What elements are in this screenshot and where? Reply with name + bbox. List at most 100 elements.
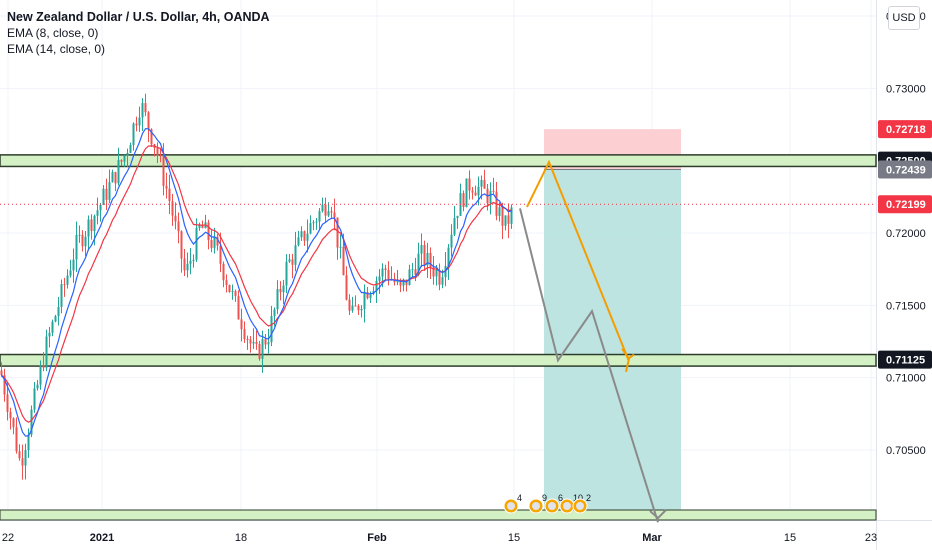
candle-body: [93, 215, 96, 232]
candle-body: [198, 225, 201, 228]
price-label-bg: [878, 350, 932, 369]
chart-legend: New Zealand Dollar / U.S. Dollar, 4h, OA…: [7, 9, 270, 57]
candle-body: [303, 231, 306, 241]
price-label-0-71125: 0.71125: [878, 350, 932, 369]
candle-body: [126, 152, 129, 156]
candle-body: [54, 316, 57, 322]
bottom-zone: [0, 509, 877, 521]
candle-body: [318, 211, 321, 222]
candle-body: [285, 261, 288, 286]
currency-badge[interactable]: USD: [888, 6, 920, 30]
candle-body: [417, 253, 420, 275]
candle-body: [141, 103, 144, 118]
candle-body: [225, 280, 228, 286]
candle-body: [354, 305, 357, 307]
price-tick-label: 0.73000: [886, 83, 926, 95]
candle-body: [168, 188, 171, 202]
candle-body: [192, 259, 195, 261]
candle-body: [498, 207, 501, 216]
candle-body: [81, 234, 84, 247]
candle-body: [237, 296, 240, 320]
candle-body: [63, 284, 66, 286]
event-flag-inner: [576, 502, 584, 510]
candle-body: [339, 246, 342, 248]
candle-body: [132, 123, 135, 145]
candle-body: [201, 225, 204, 229]
candle-body: [501, 207, 504, 226]
time-tick-label: Feb: [367, 532, 387, 544]
candle-body: [72, 259, 75, 271]
candle-body: [216, 236, 219, 246]
candle-body: [333, 212, 336, 218]
candle-body: [375, 280, 378, 292]
time-tick-label: 18: [235, 532, 247, 544]
candle-body: [171, 201, 174, 216]
candle-body: [3, 375, 6, 395]
indicator-ema-8[interactable]: EMA (8, close, 0): [7, 26, 99, 40]
candle-body: [252, 341, 255, 344]
candle-body: [75, 234, 78, 260]
candle-body: [315, 221, 318, 223]
candle-body: [231, 291, 234, 293]
candle-body: [12, 418, 15, 428]
candle-body: [27, 434, 30, 451]
candle-body: [408, 269, 411, 286]
candle-body: [336, 217, 339, 248]
candle-body: [399, 280, 402, 286]
price-tick-label: 0.71000: [886, 373, 926, 385]
candle-body: [273, 309, 276, 317]
candle-body: [33, 388, 36, 410]
candle-body: [102, 188, 105, 205]
candle-body: [249, 339, 252, 344]
candle-body: [147, 112, 150, 130]
candle-body: [243, 329, 246, 340]
candle-body: [36, 384, 39, 389]
candle-body: [21, 458, 24, 466]
candle-body: [474, 192, 477, 196]
candle-body: [309, 223, 312, 234]
candle-body: [246, 339, 249, 341]
candles: [0, 93, 513, 480]
candle-body: [360, 308, 363, 311]
time-tick-label: Mar: [642, 532, 662, 544]
indicator-ema-14[interactable]: EMA (14, close, 0): [7, 42, 106, 56]
candle-body: [471, 190, 474, 193]
candle-body: [18, 451, 21, 459]
candle-body: [363, 292, 366, 309]
candle-body: [435, 269, 438, 277]
time-tick-label: 22: [2, 532, 14, 544]
candle-body: [507, 215, 510, 224]
projection-path-orange: [526, 159, 635, 361]
candle-body: [258, 343, 261, 359]
candle-body: [420, 244, 423, 254]
event-count: 9: [542, 493, 547, 503]
candle-body: [219, 245, 222, 264]
time-tick-label: 15: [784, 532, 796, 544]
candle-body: [234, 291, 237, 297]
resistance-zone: [0, 154, 877, 168]
candle-body: [180, 231, 183, 259]
price-scale-area: [876, 0, 932, 550]
candle-body: [96, 210, 99, 216]
time-tick-label: 15: [508, 532, 520, 544]
price-label-bg: [878, 195, 932, 214]
time-tick-label: 23: [865, 532, 877, 544]
candle-body: [441, 277, 444, 285]
candle-body: [456, 215, 459, 219]
candle-body: [477, 186, 480, 196]
event-flag-inner: [548, 502, 556, 510]
candle-body: [78, 234, 81, 236]
candle-body: [111, 172, 114, 183]
candle-body: [255, 341, 258, 344]
candle-body: [69, 270, 72, 276]
candle-body: [123, 155, 126, 162]
candle-body: [39, 365, 42, 385]
candle-body: [51, 321, 54, 333]
candle-body: [45, 336, 48, 368]
candle-body: [114, 172, 117, 184]
candle-body: [366, 292, 369, 299]
candle-body: [453, 218, 456, 235]
candle-body: [276, 289, 279, 310]
candle-body: [492, 190, 495, 192]
